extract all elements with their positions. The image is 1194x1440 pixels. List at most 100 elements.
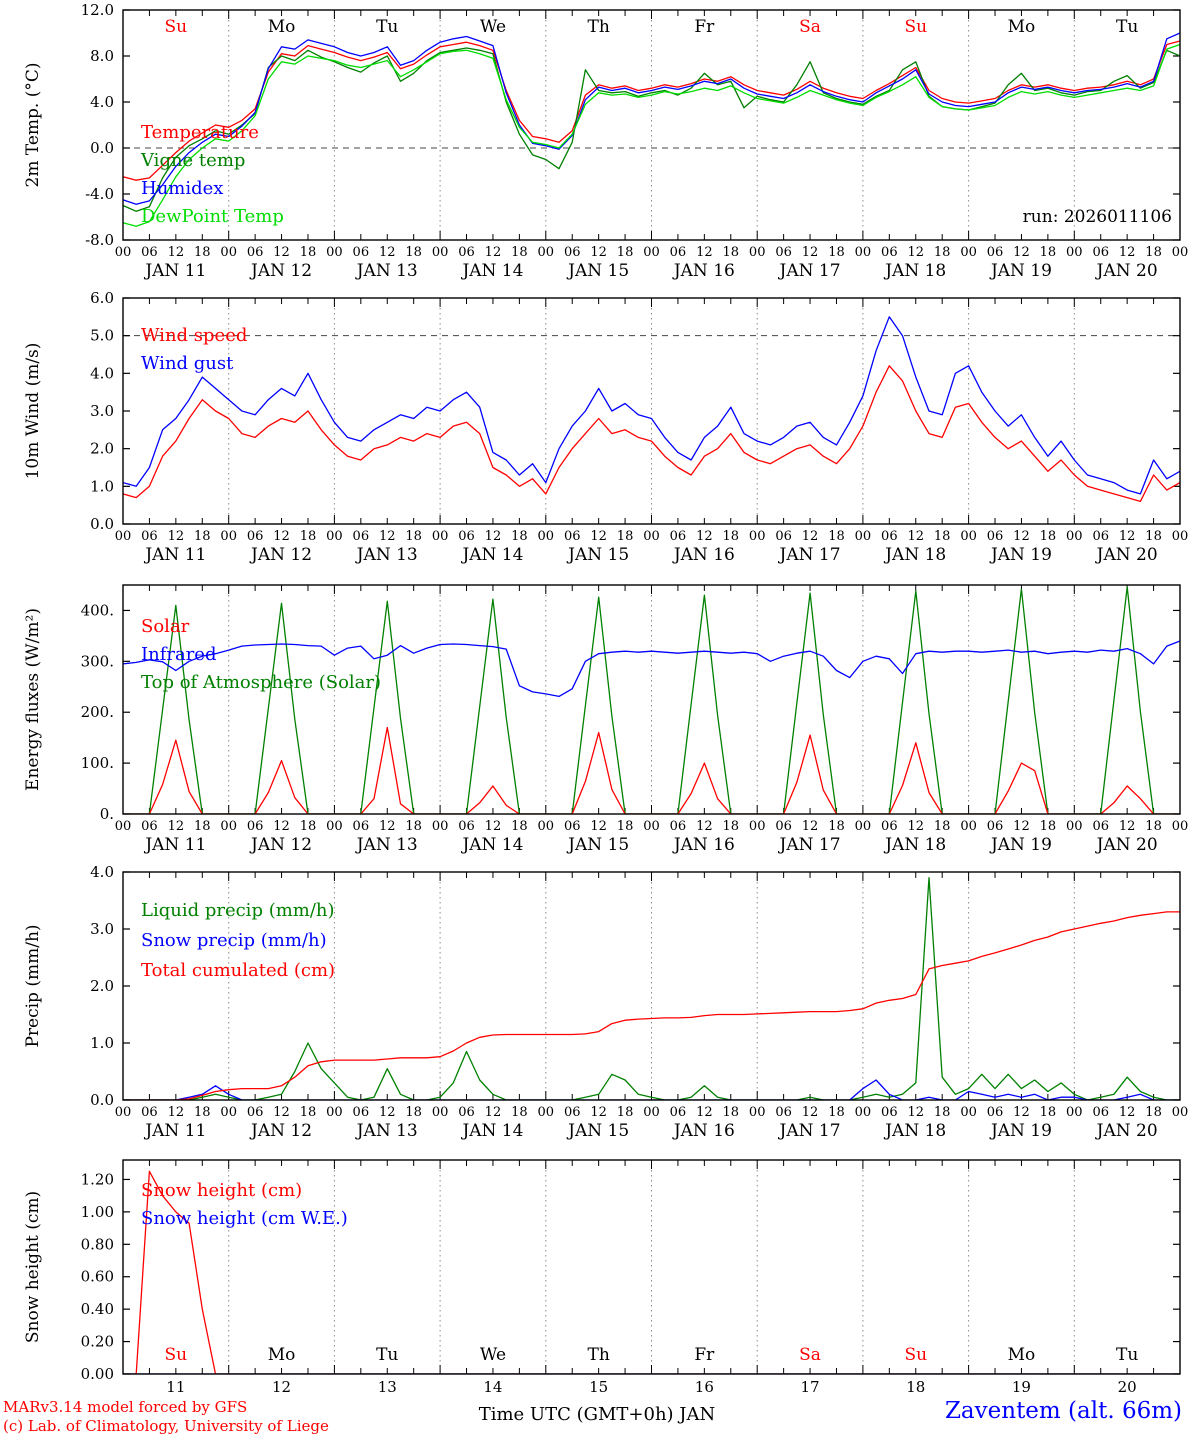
- legend-top-of-atmosphere-solar: Top of Atmosphere (Solar): [141, 672, 381, 693]
- legend-liquid-precip-mm-h: Liquid precip (mm/h): [141, 900, 335, 921]
- hour-tick-label: 12: [1119, 529, 1136, 544]
- day-label: JAN 14: [460, 545, 523, 565]
- hour-tick-label: 00: [326, 819, 343, 834]
- hour-tick-label: 06: [353, 529, 370, 544]
- hour-tick-label: 18: [617, 529, 634, 544]
- hour-tick-label: 12: [485, 819, 502, 834]
- y-tick-label: 0.0: [90, 515, 114, 533]
- hour-tick-label: 06: [987, 245, 1004, 260]
- day-label: JAN 15: [566, 1121, 629, 1141]
- legend-wind-gust: Wind gust: [141, 353, 234, 374]
- hour-tick-label: 00: [960, 819, 977, 834]
- day-label: JAN 19: [989, 545, 1052, 565]
- day-label: JAN 18: [883, 261, 946, 281]
- day-label: JAN 13: [355, 261, 418, 281]
- series-total-cumulated: [123, 911, 1180, 1100]
- series-wind-gust: [123, 316, 1180, 495]
- hour-tick-label: 00: [538, 819, 555, 834]
- hour-tick-label: 18: [828, 819, 845, 834]
- series-liquid-precip: [123, 877, 1180, 1100]
- hour-tick-label: 06: [564, 245, 581, 260]
- hour-tick-label: 18: [1145, 529, 1162, 544]
- day-label: JAN 12: [249, 835, 312, 855]
- day-label: JAN 15: [566, 545, 629, 565]
- hour-tick-label: 00: [960, 1105, 977, 1120]
- y-tick-label: 0.0: [90, 1091, 114, 1109]
- y-tick-label: -4.0: [85, 185, 114, 203]
- hour-tick-label: 06: [881, 819, 898, 834]
- hour-tick-label: 06: [141, 819, 158, 834]
- weekday-label: Tu: [376, 1345, 398, 1365]
- weekday-label: Th: [588, 1345, 610, 1365]
- hour-tick-label: 18: [934, 245, 951, 260]
- hour-tick-label: 12: [590, 529, 607, 544]
- hour-tick-label: 18: [511, 529, 528, 544]
- day-label: JAN 19: [989, 261, 1052, 281]
- hour-tick-label: 18: [194, 1105, 211, 1120]
- hour-tick-label: 18: [1040, 245, 1057, 260]
- day-number-label: 14: [483, 1378, 502, 1396]
- hour-tick-label: 06: [670, 819, 687, 834]
- hour-tick-label: 06: [775, 1105, 792, 1120]
- weekday-label: Mo: [1008, 17, 1036, 37]
- y-tick-label: 400.: [81, 601, 114, 619]
- y-tick-label: 5.0: [90, 327, 114, 345]
- hour-tick-label: 12: [379, 819, 396, 834]
- hour-tick-label: 12: [907, 1105, 924, 1120]
- hour-tick-label: 00: [1172, 529, 1189, 544]
- hour-tick-label: 06: [247, 529, 264, 544]
- hour-tick-label: 18: [1145, 1105, 1162, 1120]
- legend-dewpoint-temp: DewPoint Temp: [141, 206, 284, 227]
- energy-panel: 0. 100. 200. 300. 400. Solar Infrared Top of At…: [23, 584, 1188, 855]
- weekday-label: Su: [165, 17, 188, 37]
- hour-tick-label: 00: [855, 1105, 872, 1120]
- series-solar: [123, 726, 1180, 814]
- hour-tick-label: 00: [855, 819, 872, 834]
- hour-tick-label: 06: [670, 245, 687, 260]
- hour-tick-label: 06: [881, 529, 898, 544]
- hour-tick-label: 06: [458, 529, 475, 544]
- day-label: JAN 14: [460, 835, 523, 855]
- hour-tick-label: 18: [194, 529, 211, 544]
- hour-tick-label: 00: [326, 529, 343, 544]
- day-number-label: 11: [166, 1378, 185, 1396]
- hour-tick-label: 06: [775, 819, 792, 834]
- hour-tick-label: 18: [617, 245, 634, 260]
- weekday-label: Sa: [799, 17, 821, 37]
- hour-tick-label: 06: [247, 1105, 264, 1120]
- hour-tick-label: 12: [590, 819, 607, 834]
- hour-tick-label: 18: [511, 1105, 528, 1120]
- day-label: JAN 13: [355, 835, 418, 855]
- hour-tick-label: 18: [511, 245, 528, 260]
- hour-tick-label: 12: [485, 529, 502, 544]
- hour-tick-label: 06: [141, 245, 158, 260]
- day-label: JAN 12: [249, 261, 312, 281]
- hour-tick-label: 18: [1040, 819, 1057, 834]
- series-top-of-atmosphere-solar: [123, 586, 1180, 814]
- hour-tick-label: 12: [1013, 1105, 1030, 1120]
- hour-tick-label: 00: [432, 529, 449, 544]
- day-label: JAN 16: [672, 545, 735, 565]
- run-label: run: 2026011106: [1023, 207, 1172, 227]
- legend-total-cumulated-cm: Total cumulated (cm): [141, 960, 335, 981]
- hour-tick-label: 00: [220, 819, 237, 834]
- hour-tick-label: 12: [273, 245, 290, 260]
- hour-tick-label: 12: [696, 1105, 713, 1120]
- panel-frame: [122, 871, 1181, 1101]
- day-number-label: 18: [906, 1378, 925, 1396]
- station-label: Zaventem (alt. 66m): [944, 1398, 1182, 1424]
- day-label: JAN 15: [566, 835, 629, 855]
- panel-frame: [122, 584, 1181, 815]
- y-tick-label: 100.: [81, 754, 114, 772]
- series-infrared: [123, 640, 1180, 698]
- hour-tick-label: 18: [934, 529, 951, 544]
- legend-snow-precip-mm-h: Snow precip (mm/h): [141, 930, 327, 951]
- hour-tick-label: 12: [168, 245, 185, 260]
- day-label: JAN 14: [460, 1121, 523, 1141]
- day-label: JAN 16: [672, 835, 735, 855]
- hour-tick-label: 12: [907, 819, 924, 834]
- y-axis-title: 2m Temp. (°C): [23, 62, 43, 187]
- hour-tick-label: 12: [379, 245, 396, 260]
